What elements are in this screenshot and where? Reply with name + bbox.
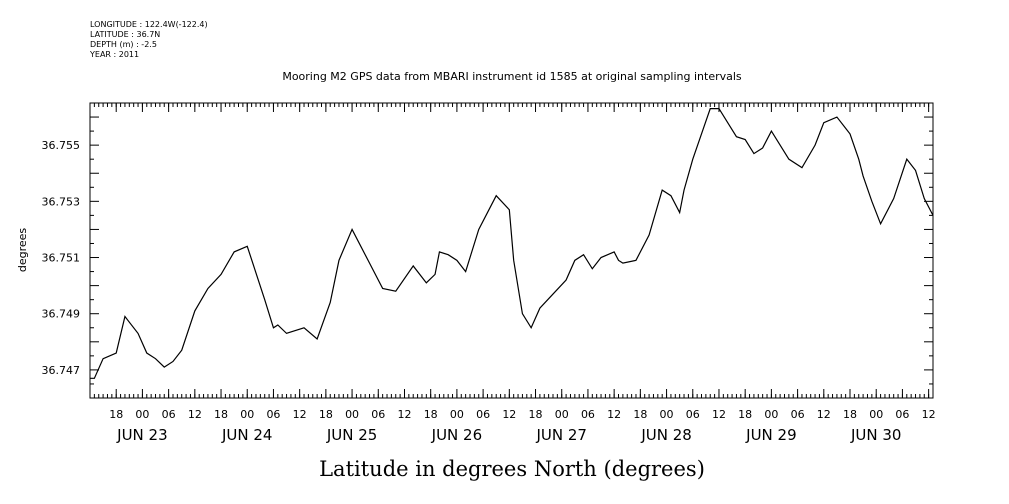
x-hour-tick-label: 06: [686, 408, 700, 421]
x-hour-tick-label: 00: [869, 408, 883, 421]
x-hour-tick-label: 06: [266, 408, 280, 421]
y-tick-label: 36.749: [42, 308, 81, 321]
tick-labels: 18 00 06 12 18 00 06 12 18 00 06 12 18 00 06 12 18 00 06 12…: [42, 139, 936, 444]
x-hour-tick-label: 00: [240, 408, 254, 421]
x-hour-tick-label: 12: [397, 408, 411, 421]
x-hour-tick-label: 06: [371, 408, 385, 421]
x-hour-tick-label: 12: [188, 408, 202, 421]
y-tick-label: 36.747: [42, 364, 81, 377]
y-tick-label: 36.753: [42, 195, 81, 208]
x-hour-tick-label: 12: [712, 408, 726, 421]
depth-label: DEPTH (m) : -2.5: [90, 40, 157, 49]
x-hour-tick-label: 18: [424, 408, 438, 421]
x-hour-tick-label: 12: [922, 408, 936, 421]
y-tick-label: 36.751: [42, 252, 81, 265]
x-hour-tick-label: 00: [450, 408, 464, 421]
y-axis-label: degrees: [16, 228, 29, 273]
x-date-label: JUN 29: [745, 426, 796, 444]
x-hour-tick-label: 18: [633, 408, 647, 421]
x-hour-tick-label: 18: [319, 408, 333, 421]
x-hour-tick-label: 06: [476, 408, 490, 421]
x-hour-tick-label: 00: [555, 408, 569, 421]
plot-frame: [89, 102, 934, 399]
x-hour-tick-label: 12: [502, 408, 516, 421]
x-hour-tick-label: 18: [738, 408, 752, 421]
x-hour-tick-label: 18: [109, 408, 123, 421]
x-hour-tick-label: 12: [293, 408, 307, 421]
x-hour-tick-label: 00: [764, 408, 778, 421]
x-hour-tick-label: 00: [345, 408, 359, 421]
axis-ticks: [89, 102, 934, 399]
year-label: YEAR : 2011: [90, 50, 140, 59]
latitude-label: LATITUDE : 36.7N: [90, 30, 161, 39]
y-tick-label: 36.755: [42, 139, 81, 152]
x-date-label: JUN 28: [640, 426, 691, 444]
x-hour-tick-label: 18: [843, 408, 857, 421]
x-hour-tick-label: 06: [162, 408, 176, 421]
x-hour-tick-label: 00: [660, 408, 674, 421]
x-hour-tick-label: 12: [607, 408, 621, 421]
x-hour-tick-label: 06: [581, 408, 595, 421]
x-hour-tick-label: 18: [214, 408, 228, 421]
x-hour-tick-label: 06: [895, 408, 909, 421]
longitude-label: LONGITUDE : 122.4W(-122.4): [90, 20, 208, 29]
x-hour-tick-label: 06: [791, 408, 805, 421]
x-hour-tick-label: 00: [135, 408, 149, 421]
x-date-label: JUN 30: [850, 426, 901, 444]
x-hour-tick-label: 18: [529, 408, 543, 421]
series-line: [90, 108, 934, 379]
chart-title: Mooring M2 GPS data from MBARI instrumen…: [282, 70, 742, 83]
metadata-block: LONGITUDE : 122.4W(-122.4) LATITUDE : 36…: [90, 20, 208, 60]
x-hour-tick-label: 12: [817, 408, 831, 421]
x-date-label: JUN 25: [326, 426, 377, 444]
x-date-label: JUN 23: [116, 426, 167, 444]
x-date-label: JUN 27: [535, 426, 586, 444]
x-date-label: JUN 26: [431, 426, 482, 444]
x-date-label: JUN 24: [221, 426, 272, 444]
x-axis-label: Latitude in degrees North (degrees): [319, 457, 705, 481]
